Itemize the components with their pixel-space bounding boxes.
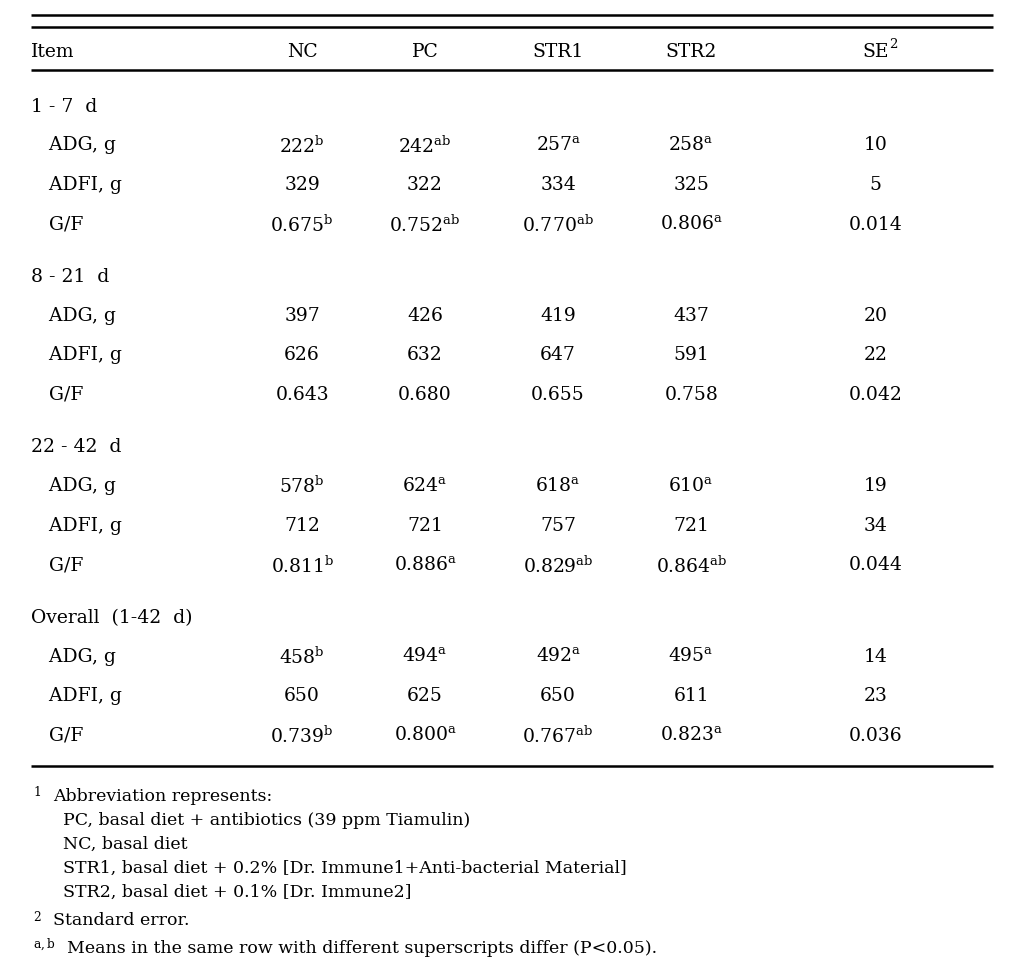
Text: Abbreviation represents:: Abbreviation represents: xyxy=(52,787,272,805)
Text: 626: 626 xyxy=(285,346,319,364)
Text: 34: 34 xyxy=(863,517,888,535)
Text: G/F: G/F xyxy=(31,727,83,745)
Text: 611: 611 xyxy=(674,688,709,705)
Text: 1 - 7  d: 1 - 7 d xyxy=(31,98,97,116)
Text: 20: 20 xyxy=(863,307,888,325)
Text: ADFI, g: ADFI, g xyxy=(31,176,122,194)
Text: NC: NC xyxy=(287,43,317,61)
Text: 0.044: 0.044 xyxy=(849,556,902,574)
Text: 258$^{\mathregular{a}}$: 258$^{\mathregular{a}}$ xyxy=(669,136,714,154)
Text: 0.014: 0.014 xyxy=(849,216,902,234)
Text: 8 - 21  d: 8 - 21 d xyxy=(31,268,109,286)
Text: 322: 322 xyxy=(407,176,443,194)
Text: $^{\mathregular{2}}$: $^{\mathregular{2}}$ xyxy=(33,912,41,928)
Text: 257$^{\mathregular{a}}$: 257$^{\mathregular{a}}$ xyxy=(536,136,581,154)
Text: 0.829$^{\mathregular{ab}}$: 0.829$^{\mathregular{ab}}$ xyxy=(523,554,593,576)
Text: 0.823$^{\mathregular{a}}$: 0.823$^{\mathregular{a}}$ xyxy=(659,727,723,745)
Text: 0.042: 0.042 xyxy=(849,386,902,404)
Text: 10: 10 xyxy=(863,136,888,154)
Text: 632: 632 xyxy=(408,346,442,364)
Text: 334: 334 xyxy=(541,176,575,194)
Text: 0.752$^{\mathregular{ab}}$: 0.752$^{\mathregular{ab}}$ xyxy=(389,214,461,236)
Text: 458$^{\mathregular{b}}$: 458$^{\mathregular{b}}$ xyxy=(280,645,325,667)
Text: STR2, basal diet + 0.1% [Dr. Immune2]: STR2, basal diet + 0.1% [Dr. Immune2] xyxy=(62,883,412,901)
Text: 426: 426 xyxy=(407,307,443,325)
Text: ADFI, g: ADFI, g xyxy=(31,517,122,535)
Text: ADFI, g: ADFI, g xyxy=(31,346,122,364)
Text: 0.770$^{\mathregular{ab}}$: 0.770$^{\mathregular{ab}}$ xyxy=(522,214,594,236)
Text: G/F: G/F xyxy=(31,556,83,574)
Text: STR1, basal diet + 0.2% [Dr. Immune1+Anti-bacterial Material]: STR1, basal diet + 0.2% [Dr. Immune1+Ant… xyxy=(62,859,627,877)
Text: $^{\mathregular{1}}$: $^{\mathregular{1}}$ xyxy=(33,787,41,805)
Text: 618$^{\mathregular{a}}$: 618$^{\mathregular{a}}$ xyxy=(536,477,581,496)
Text: ADG, g: ADG, g xyxy=(31,136,116,154)
Text: 419: 419 xyxy=(541,307,575,325)
Text: 397: 397 xyxy=(285,307,319,325)
Text: 647: 647 xyxy=(540,346,577,364)
Text: 0.675$^{\mathregular{b}}$: 0.675$^{\mathregular{b}}$ xyxy=(270,214,334,236)
Text: SE: SE xyxy=(862,43,889,61)
Text: 222$^{\mathregular{b}}$: 222$^{\mathregular{b}}$ xyxy=(280,134,325,156)
Text: 0.806$^{\mathregular{a}}$: 0.806$^{\mathregular{a}}$ xyxy=(659,215,723,234)
Text: ADG, g: ADG, g xyxy=(31,478,116,495)
Text: ADFI, g: ADFI, g xyxy=(31,688,122,705)
Text: 492$^{\mathregular{a}}$: 492$^{\mathregular{a}}$ xyxy=(536,647,581,666)
Text: 22: 22 xyxy=(863,346,888,364)
Text: $^{\mathregular{a,b}}$: $^{\mathregular{a,b}}$ xyxy=(33,940,55,956)
Text: 721: 721 xyxy=(673,517,710,535)
Text: 712: 712 xyxy=(284,517,321,535)
Text: 0.036: 0.036 xyxy=(849,727,902,745)
Text: STR1: STR1 xyxy=(532,43,584,61)
Text: 495$^{\mathregular{a}}$: 495$^{\mathregular{a}}$ xyxy=(669,647,714,666)
Text: 0.886$^{\mathregular{a}}$: 0.886$^{\mathregular{a}}$ xyxy=(393,556,457,574)
Text: G/F: G/F xyxy=(31,216,83,234)
Text: 494$^{\mathregular{a}}$: 494$^{\mathregular{a}}$ xyxy=(402,647,447,666)
Text: 437: 437 xyxy=(673,307,710,325)
Text: 14: 14 xyxy=(863,647,888,666)
Text: 0.655: 0.655 xyxy=(531,386,585,404)
Text: 22 - 42  d: 22 - 42 d xyxy=(31,438,121,456)
Text: 578$^{\mathregular{b}}$: 578$^{\mathregular{b}}$ xyxy=(280,476,325,497)
Text: 2: 2 xyxy=(889,37,898,51)
Text: PC: PC xyxy=(412,43,438,61)
Text: 19: 19 xyxy=(863,478,888,495)
Text: 0.758: 0.758 xyxy=(665,386,718,404)
Text: 650: 650 xyxy=(540,688,577,705)
Text: G/F: G/F xyxy=(31,386,83,404)
Text: 5: 5 xyxy=(869,176,882,194)
Text: 0.811$^{\mathregular{b}}$: 0.811$^{\mathregular{b}}$ xyxy=(270,554,334,576)
Text: PC, basal diet + antibiotics (39 ppm Tiamulin): PC, basal diet + antibiotics (39 ppm Tia… xyxy=(62,811,470,829)
Text: 721: 721 xyxy=(407,517,443,535)
Text: 23: 23 xyxy=(863,688,888,705)
Text: 242$^{\mathregular{ab}}$: 242$^{\mathregular{ab}}$ xyxy=(398,134,452,156)
Text: 610$^{\mathregular{a}}$: 610$^{\mathregular{a}}$ xyxy=(669,477,714,496)
Text: ADG, g: ADG, g xyxy=(31,647,116,666)
Text: Item: Item xyxy=(31,43,74,61)
Text: 591: 591 xyxy=(674,346,709,364)
Text: ADG, g: ADG, g xyxy=(31,307,116,325)
Text: 329: 329 xyxy=(285,176,319,194)
Text: 0.767$^{\mathregular{ab}}$: 0.767$^{\mathregular{ab}}$ xyxy=(522,725,594,747)
Text: NC, basal diet: NC, basal diet xyxy=(62,835,187,853)
Text: STR2: STR2 xyxy=(666,43,717,61)
Text: 757: 757 xyxy=(540,517,577,535)
Text: Overall  (1-42  d): Overall (1-42 d) xyxy=(31,609,193,627)
Text: 0.800$^{\mathregular{a}}$: 0.800$^{\mathregular{a}}$ xyxy=(393,727,457,745)
Text: 0.680: 0.680 xyxy=(398,386,452,404)
Text: Means in the same row with different superscripts differ (P<0.05).: Means in the same row with different sup… xyxy=(67,940,656,956)
Text: Standard error.: Standard error. xyxy=(52,912,189,928)
Text: 624$^{\mathregular{a}}$: 624$^{\mathregular{a}}$ xyxy=(402,477,447,496)
Text: 650: 650 xyxy=(284,688,321,705)
Text: 0.739$^{\mathregular{b}}$: 0.739$^{\mathregular{b}}$ xyxy=(270,725,334,747)
Text: 325: 325 xyxy=(673,176,710,194)
Text: 0.864$^{\mathregular{ab}}$: 0.864$^{\mathregular{ab}}$ xyxy=(655,554,727,576)
Text: 0.643: 0.643 xyxy=(275,386,329,404)
Text: 625: 625 xyxy=(407,688,443,705)
